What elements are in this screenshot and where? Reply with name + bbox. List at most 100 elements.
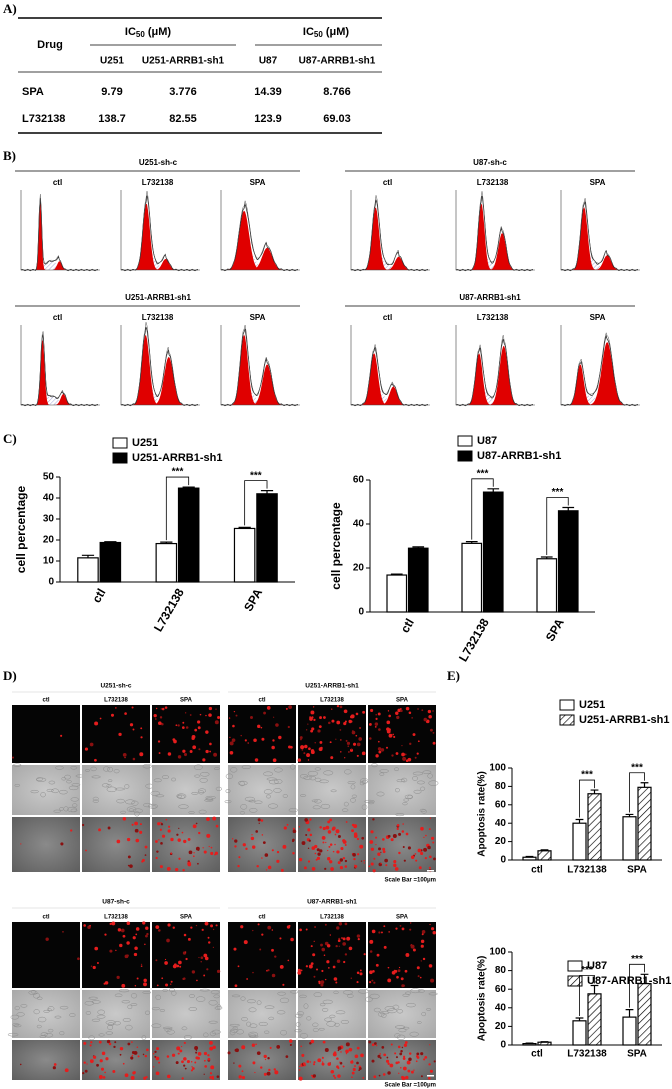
cell-shape — [350, 798, 356, 803]
fluorescent-cell — [158, 839, 160, 841]
fluorescent-cell — [183, 933, 187, 937]
fluorescent-cell — [245, 847, 248, 851]
fluorescent-cell — [342, 942, 346, 946]
fluorescent-cell — [336, 1057, 339, 1060]
fluorescent-cell — [312, 706, 315, 708]
header-part: (μM) — [326, 26, 350, 38]
error-bar — [590, 789, 599, 794]
fluorescent-cell — [323, 716, 326, 719]
fluorescent-cell — [382, 847, 386, 851]
fluorescent-cell — [181, 831, 184, 834]
fluorescent-cell — [267, 1056, 270, 1060]
fluorescent-cell — [155, 840, 158, 843]
fluorescent-cell — [320, 943, 323, 947]
cell-shape — [264, 1030, 270, 1034]
hist-outline — [120, 326, 199, 407]
bar — [177, 487, 200, 583]
cell-shape — [359, 781, 365, 786]
cell-shape — [142, 991, 152, 994]
hist-outline — [221, 324, 298, 406]
column-label: L732138 — [320, 698, 344, 704]
fluorescent-cell — [60, 842, 64, 846]
fluorescent-cell — [432, 710, 434, 712]
column-label: ctl — [53, 178, 62, 187]
fluorescent-cell — [170, 983, 172, 985]
fluorescent-cell — [250, 836, 255, 841]
y-tick-label: 20 — [495, 1021, 507, 1032]
y-tick-label: 60 — [495, 799, 507, 810]
hist-outline — [220, 328, 299, 407]
fluorescent-cell — [196, 979, 198, 982]
fluorescent-cell — [172, 964, 177, 969]
fluorescent-cell — [92, 1055, 97, 1059]
fluorescent-cell — [424, 1055, 428, 1059]
fluorescent-cell — [391, 754, 394, 757]
fluorescent-cell — [356, 981, 359, 984]
cell-shape — [343, 801, 349, 807]
column-label: L732138 — [477, 313, 509, 322]
fluorescent-cell — [300, 1045, 303, 1048]
fluorescent-cell — [208, 845, 210, 848]
cell-shape — [216, 1004, 222, 1010]
cell-shape — [70, 765, 78, 770]
cell-shape — [143, 802, 152, 808]
cell-shape — [266, 794, 271, 799]
x-tick-label: ctl — [398, 616, 417, 635]
column-label: SPA — [250, 313, 266, 322]
cell-shape — [171, 777, 177, 782]
y-tick-label: 80 — [495, 781, 507, 792]
cell-shape — [274, 767, 283, 773]
legend-label: U251 — [579, 699, 605, 711]
hist-g1 — [21, 199, 98, 270]
fluorescent-cell — [170, 852, 173, 855]
fluorescent-cell — [427, 709, 432, 714]
fluorescent-cell — [288, 924, 291, 927]
fluorescent-cell — [324, 1048, 329, 1053]
micrograph — [298, 1040, 366, 1080]
fluorescent-cell — [178, 960, 182, 965]
fluorescent-cell — [254, 1071, 256, 1074]
fluorescent-cell — [176, 964, 180, 968]
cell-shape — [376, 791, 385, 797]
fluorescent-cell — [302, 1062, 306, 1065]
cell-shape — [224, 800, 232, 804]
fluorescent-cell — [119, 943, 123, 948]
table-row-label: SPA — [22, 86, 44, 98]
fluorescent-cell — [217, 716, 221, 720]
fluorescent-cell — [344, 720, 347, 723]
fluorescent-cell — [331, 708, 333, 710]
error-bar — [625, 813, 634, 817]
fluorescent-cell — [353, 824, 358, 829]
hist-g1 — [221, 334, 298, 405]
fluorescent-cell — [237, 864, 240, 868]
error-bar — [640, 782, 649, 788]
bar — [77, 557, 99, 583]
fluorescent-cell — [419, 976, 422, 979]
bar — [256, 493, 278, 583]
cell-shape — [188, 994, 196, 998]
cell-shape — [268, 779, 279, 785]
cell-shape — [64, 774, 71, 780]
fluorescent-cell — [199, 713, 202, 716]
column-label: SPA — [180, 698, 193, 704]
cell-shape — [116, 798, 125, 804]
cell-shape — [341, 808, 349, 812]
cell-shape — [254, 800, 263, 804]
cell-shape — [32, 992, 40, 999]
cell-shape — [402, 1026, 410, 1030]
micrograph — [228, 1040, 296, 1080]
fluorescent-cell — [396, 715, 400, 720]
fluorescent-cell — [372, 869, 376, 873]
cell-shape — [232, 1026, 239, 1030]
fluorescent-cell — [207, 1054, 210, 1057]
fluorescent-cell — [324, 978, 327, 981]
cell-shape — [256, 1000, 262, 1005]
fluorescent-cell — [433, 1060, 436, 1063]
fluorescent-cell — [232, 724, 235, 728]
cell-shape — [48, 780, 56, 785]
fluorescent-cell — [83, 924, 86, 927]
cell-shape — [396, 1034, 406, 1040]
fluorescent-cell — [360, 860, 363, 862]
fluorescent-cell — [191, 736, 195, 741]
